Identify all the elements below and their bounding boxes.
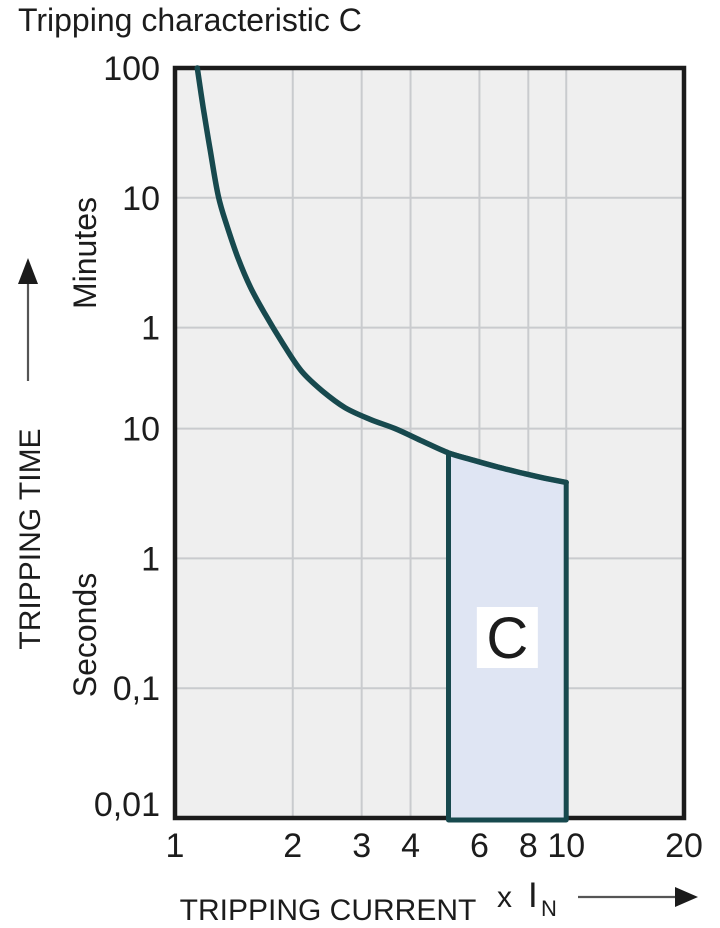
y-tick-label: 10 [122, 180, 160, 218]
right-arrow-icon [675, 887, 698, 907]
x-tick-label: 8 [519, 827, 538, 865]
x-tick-label: 10 [547, 827, 585, 865]
current-symbol: I [528, 876, 538, 915]
y-unit-seconds: Seconds [67, 573, 103, 698]
chart-title: Tripping characteristic C [18, 2, 362, 38]
x-multiplier: x [497, 881, 512, 914]
y-unit-minutes: Minutes [67, 197, 103, 309]
y-tick-label: 100 [103, 50, 160, 88]
x-tick-label: 4 [401, 827, 420, 865]
plot-area: C [172, 65, 687, 823]
up-arrow-icon [18, 258, 38, 284]
x-tick-label: 6 [470, 827, 489, 865]
x-tick-label: 1 [166, 827, 185, 865]
x-tick-label: 20 [665, 827, 703, 865]
x-axis-caption: TRIPPING CURRENT [180, 894, 477, 927]
x-tick-label: 2 [283, 827, 302, 865]
y-tick-label: 1 [141, 540, 160, 578]
x-multiplier-symbol: x I N [497, 876, 557, 921]
region-label: C [486, 606, 528, 671]
y-tick-label: 0,01 [94, 786, 160, 824]
x-tick-label: 3 [352, 827, 371, 865]
y-tick-label: 0,1 [113, 670, 160, 708]
tripping-curve [194, 65, 569, 486]
y-axis-caption: TRIPPING TIME [14, 428, 47, 649]
current-symbol-subscript: N [541, 896, 557, 921]
y-tick-label: 10 [122, 411, 160, 449]
y-tick-label: 1 [141, 310, 160, 348]
plot-frame [172, 65, 687, 821]
region-label-box [476, 607, 538, 668]
